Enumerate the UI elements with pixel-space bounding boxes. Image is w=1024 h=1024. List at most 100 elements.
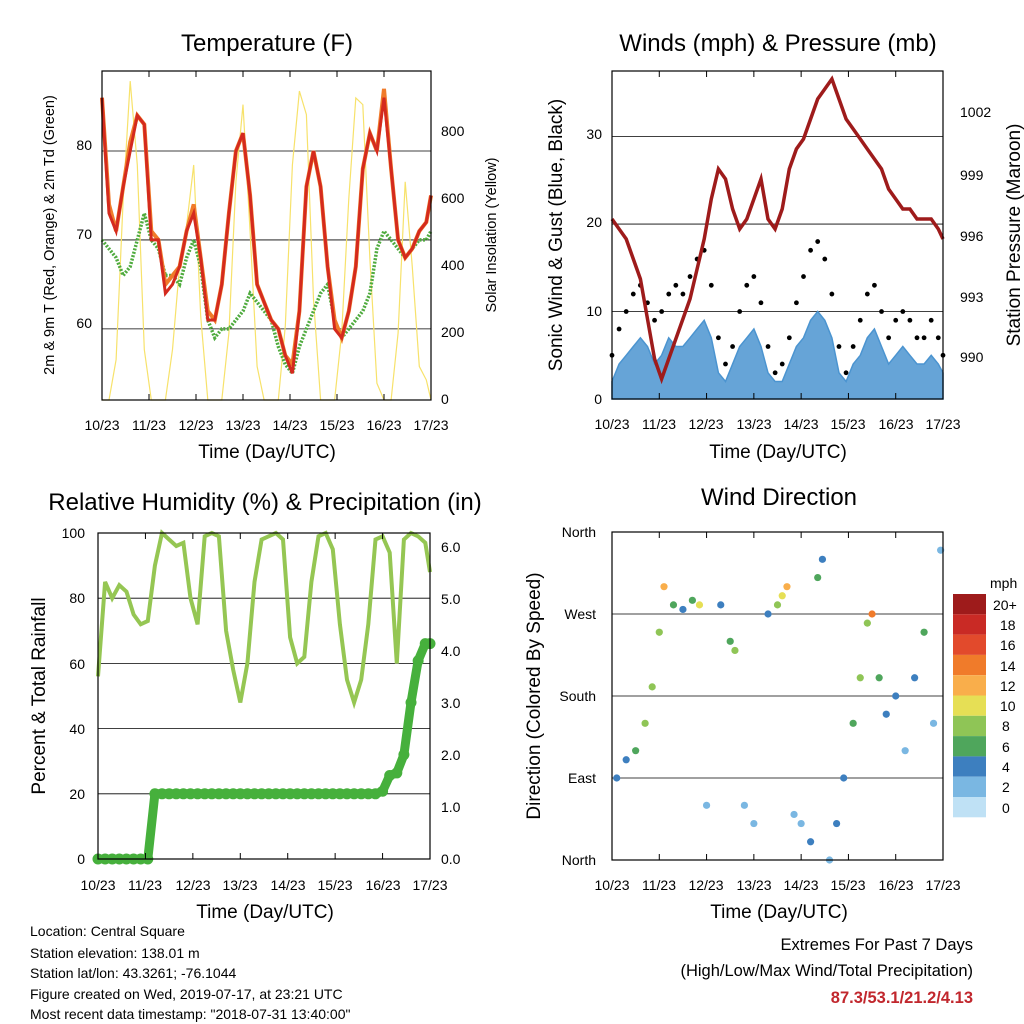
humidity-y-tick: 100 bbox=[62, 525, 86, 541]
temperature-y-ticks-left: 60 70 80 bbox=[76, 137, 92, 331]
wind-direction-point bbox=[911, 674, 919, 682]
sonic-wind-area bbox=[611, 310, 944, 400]
winds-x-tick: 15/23 bbox=[830, 416, 865, 432]
precip-y-tick: 1.0 bbox=[441, 799, 461, 815]
legend-label: 14 bbox=[1000, 658, 1016, 674]
wind-direction-point bbox=[797, 819, 805, 828]
solar-y-label: Solar Insolation (Yellow) bbox=[484, 157, 500, 312]
gust-point bbox=[779, 361, 785, 367]
winds-x-tick: 16/23 bbox=[878, 416, 913, 432]
wind-direction-point bbox=[783, 583, 791, 591]
gust-point bbox=[893, 317, 899, 323]
temperature-x-ticks: 10/23 11/23 12/23 13/23 14/23 15/23 16/2… bbox=[84, 417, 448, 433]
direction-panel: Wind Direction 10/23 11/23 12/23 13/23 1… bbox=[524, 484, 1017, 923]
legend-swatch bbox=[953, 654, 986, 676]
wind-y-tick: 20 bbox=[586, 214, 602, 230]
wind-direction-point bbox=[695, 601, 704, 609]
winds-marks bbox=[609, 71, 946, 400]
wind-direction-point bbox=[840, 774, 848, 782]
winds-y-ticks-left: 0 10 20 30 bbox=[586, 126, 602, 407]
winds-x-ticks: 10/23 11/23 12/23 13/23 14/23 15/23 16/2… bbox=[594, 416, 960, 432]
direction-x-ticks: 10/23 11/23 12/23 13/23 14/23 15/23 16/2… bbox=[594, 877, 960, 893]
solar-y-tick: 0 bbox=[441, 391, 449, 407]
precipitation-point bbox=[412, 655, 424, 667]
extremes-values: 87.3/53.1/21.2/4.13 bbox=[830, 989, 973, 1007]
gust-point bbox=[872, 282, 877, 288]
legend-label: 2 bbox=[1002, 779, 1010, 795]
gust-point bbox=[659, 309, 665, 314]
legend-label: 10 bbox=[1000, 698, 1016, 714]
solar-y-tick: 600 bbox=[441, 190, 465, 206]
temperature-panel: Temperature (F) 10/23 11/23 12/23 13/23 … bbox=[42, 30, 500, 463]
wind-direction-point bbox=[622, 756, 630, 764]
humidity-x-ticks: 10/23 11/23 12/23 13/23 14/23 15/23 16/2… bbox=[80, 877, 447, 893]
direction-y-tick: South bbox=[559, 688, 596, 704]
wind-direction-point bbox=[849, 719, 857, 727]
legend-label: 8 bbox=[1002, 718, 1010, 734]
humidity-y-tick: 80 bbox=[69, 590, 85, 606]
humidity-y-ticks-left: 0 20 40 60 80 100 bbox=[62, 525, 86, 867]
dewpoint-line bbox=[100, 206, 433, 378]
direction-x-tick: 15/23 bbox=[830, 877, 865, 893]
pressure-y-tick: 993 bbox=[960, 289, 984, 305]
humidity-x-tick: 14/23 bbox=[270, 877, 305, 893]
gust-point bbox=[864, 291, 870, 297]
direction-y-tick: East bbox=[568, 770, 596, 786]
wind-direction-point bbox=[833, 819, 841, 828]
gust-point bbox=[751, 274, 757, 279]
wind-direction-point bbox=[892, 692, 900, 700]
legend-swatch bbox=[953, 695, 986, 716]
humidity-y-label: Percent & Total Rainfall bbox=[29, 597, 50, 794]
direction-x-tick: 12/23 bbox=[688, 877, 723, 893]
wind-direction-point bbox=[929, 719, 938, 727]
legend-label: 6 bbox=[1002, 739, 1010, 755]
legend-swatch bbox=[953, 776, 986, 797]
wind-direction-point bbox=[882, 710, 890, 718]
wind-direction-point bbox=[764, 610, 772, 618]
direction-y-tick: North bbox=[562, 852, 596, 868]
humidity-y-tick: 20 bbox=[69, 786, 85, 802]
winds-y-ticks-right: 990 993 996 999 1002 bbox=[960, 104, 991, 365]
gust-point bbox=[794, 300, 799, 306]
wind-direction-point bbox=[669, 601, 678, 609]
legend-label: 4 bbox=[1002, 759, 1010, 775]
legend-swatch bbox=[953, 675, 986, 696]
gust-point bbox=[680, 291, 686, 297]
winds-x-tick: 12/23 bbox=[688, 416, 723, 432]
humidity-x-tick: 16/23 bbox=[365, 877, 400, 893]
temperature-y-tick: 70 bbox=[76, 226, 92, 242]
direction-y-label: Direction (Colored By Speed) bbox=[524, 572, 545, 819]
legend-label: 12 bbox=[1000, 678, 1016, 694]
legend-labels: 20+ 18 16 14 12 10 8 6 4 2 0 bbox=[993, 597, 1017, 816]
temp-2m-line bbox=[100, 97, 433, 374]
gust-point bbox=[623, 309, 629, 314]
pressure-y-tick: 999 bbox=[960, 167, 984, 183]
temperature-x-tick: 12/23 bbox=[178, 417, 213, 433]
extremes-title: Extremes For Past 7 Days bbox=[780, 936, 973, 954]
direction-x-label: Time (Day/UTC) bbox=[710, 902, 848, 923]
winds-x-tick: 11/23 bbox=[642, 416, 676, 432]
gust-point bbox=[907, 317, 913, 323]
humidity-frame bbox=[97, 532, 431, 860]
wind-direction-point bbox=[868, 610, 876, 618]
wind-direction-point bbox=[790, 810, 798, 819]
solar-y-tick: 400 bbox=[441, 257, 465, 273]
humidity-x-tick: 13/23 bbox=[222, 877, 257, 893]
winds-x-label: Time (Day/UTC) bbox=[709, 442, 847, 463]
precipitation-point bbox=[398, 749, 410, 761]
wind-direction-point bbox=[688, 596, 696, 604]
direction-x-tick: 13/23 bbox=[736, 877, 771, 893]
winds-panel: Winds (mph) & Pressure (mb) 10/23 11/23 … bbox=[546, 30, 1024, 463]
temperature-y-tick: 80 bbox=[76, 137, 92, 153]
precipitation-point bbox=[405, 697, 417, 709]
gust-point bbox=[616, 326, 622, 332]
direction-y-ticks: North East South West North bbox=[559, 524, 596, 868]
wind-direction-point bbox=[648, 683, 656, 691]
precip-y-tick: 4.0 bbox=[441, 643, 461, 659]
temperature-marks bbox=[100, 71, 433, 401]
wind-y-tick: 10 bbox=[586, 303, 602, 319]
wind-direction-point bbox=[818, 555, 827, 563]
gust-point bbox=[801, 274, 806, 279]
footer-timestamp: Most recent data timestamp: "2018-07-31 … bbox=[30, 1006, 351, 1022]
direction-x-tick: 17/23 bbox=[925, 877, 960, 893]
